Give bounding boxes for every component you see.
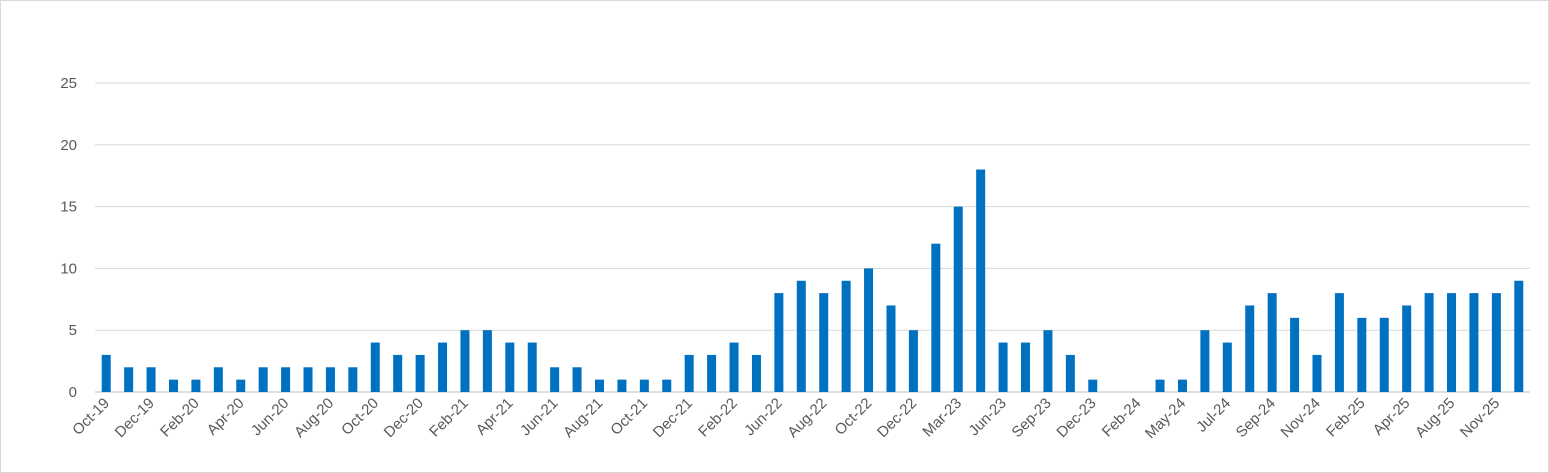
bar <box>1402 305 1412 392</box>
bar <box>841 280 851 392</box>
bar <box>662 379 672 392</box>
bar <box>482 330 492 392</box>
bar <box>1155 379 1165 392</box>
bar <box>325 367 335 392</box>
bar <box>1357 317 1367 392</box>
bar <box>236 379 246 392</box>
bar <box>168 379 178 392</box>
bar <box>1200 330 1210 392</box>
bar <box>1379 317 1389 392</box>
bar <box>707 354 717 392</box>
bar <box>550 367 560 392</box>
bar <box>258 367 268 392</box>
bar <box>1334 293 1344 392</box>
bar <box>1177 379 1187 392</box>
bar <box>415 354 425 392</box>
bar <box>1065 354 1075 392</box>
bar <box>1021 342 1031 392</box>
bar <box>1222 342 1232 392</box>
y-tick-label: 25 <box>60 75 77 92</box>
y-tick-label: 20 <box>60 137 77 154</box>
bar <box>1514 280 1524 392</box>
bar <box>594 379 604 392</box>
bar <box>393 354 403 392</box>
bar <box>729 342 739 392</box>
bar <box>998 342 1008 392</box>
y-tick-label: 5 <box>69 322 77 339</box>
bar <box>1245 305 1255 392</box>
bar <box>751 354 761 392</box>
bar <box>1469 293 1479 392</box>
bar <box>527 342 537 392</box>
bar <box>886 305 896 392</box>
bar <box>191 379 201 392</box>
y-tick-label: 15 <box>60 199 77 216</box>
bar <box>348 367 358 392</box>
bar <box>460 330 470 392</box>
bar <box>774 293 784 392</box>
bar <box>505 342 515 392</box>
bar <box>864 268 874 392</box>
bar <box>1043 330 1053 392</box>
bar <box>281 367 291 392</box>
bar <box>572 367 582 392</box>
bar <box>124 367 134 392</box>
bar <box>213 367 223 392</box>
bar <box>101 354 111 392</box>
bar <box>1290 317 1300 392</box>
bar <box>1088 379 1098 392</box>
y-tick-label: 10 <box>60 260 77 277</box>
bar <box>684 354 694 392</box>
bar <box>1312 354 1322 392</box>
bar <box>639 379 649 392</box>
bar <box>931 243 941 392</box>
bar <box>953 206 963 392</box>
bar <box>1424 293 1434 392</box>
bar <box>1491 293 1501 392</box>
bar <box>1267 293 1277 392</box>
bar <box>438 342 448 392</box>
bar <box>617 379 627 392</box>
bar <box>908 330 918 392</box>
bar <box>303 367 313 392</box>
bar <box>976 169 986 392</box>
bar <box>370 342 380 392</box>
bar <box>1447 293 1457 392</box>
bar <box>819 293 829 392</box>
bar <box>146 367 156 392</box>
bar <box>796 280 806 392</box>
y-tick-label: 0 <box>69 384 77 401</box>
